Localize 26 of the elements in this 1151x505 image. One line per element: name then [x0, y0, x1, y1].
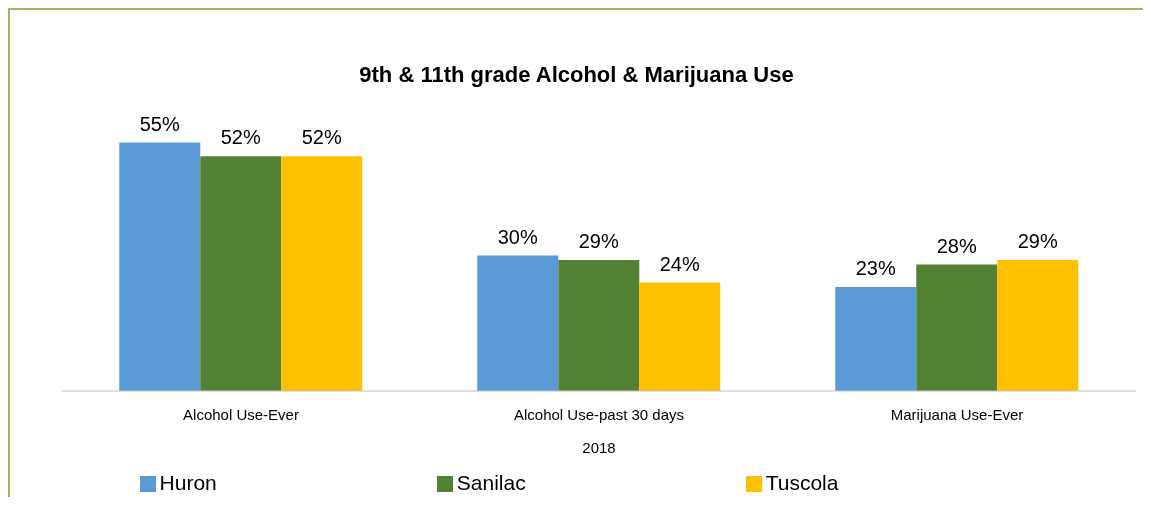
data-label: 55%	[139, 112, 181, 135]
bar	[281, 156, 363, 391]
data-label: 29%	[578, 230, 620, 253]
bar	[119, 142, 201, 391]
data-label: 28%	[936, 234, 978, 257]
legend-label: Tuscola	[765, 471, 839, 494]
bar	[558, 260, 640, 391]
bar	[639, 282, 721, 391]
bar	[835, 287, 917, 391]
bar	[200, 156, 282, 391]
bar	[997, 260, 1079, 391]
data-label: 29%	[1017, 230, 1059, 253]
data-label: 23%	[855, 257, 897, 280]
x-tick-label: Marijuana Use-Ever	[890, 405, 1024, 423]
x-axis-title: 2018	[582, 439, 616, 456]
data-label: 24%	[659, 252, 701, 275]
legend-label: Huron	[159, 471, 217, 494]
data-label: 52%	[220, 126, 262, 149]
legend-label: Sanilac	[456, 471, 526, 494]
x-tick-label: Alcohol Use-past 30 days	[513, 405, 685, 423]
chart-title: 9th & 11th grade Alcohol & Marijuana Use	[358, 61, 795, 87]
x-tick-label: Alcohol Use-Ever	[183, 405, 299, 423]
data-label: 30%	[497, 225, 539, 248]
data-label: 52%	[301, 126, 343, 149]
bar	[477, 255, 559, 391]
bar	[916, 264, 998, 391]
